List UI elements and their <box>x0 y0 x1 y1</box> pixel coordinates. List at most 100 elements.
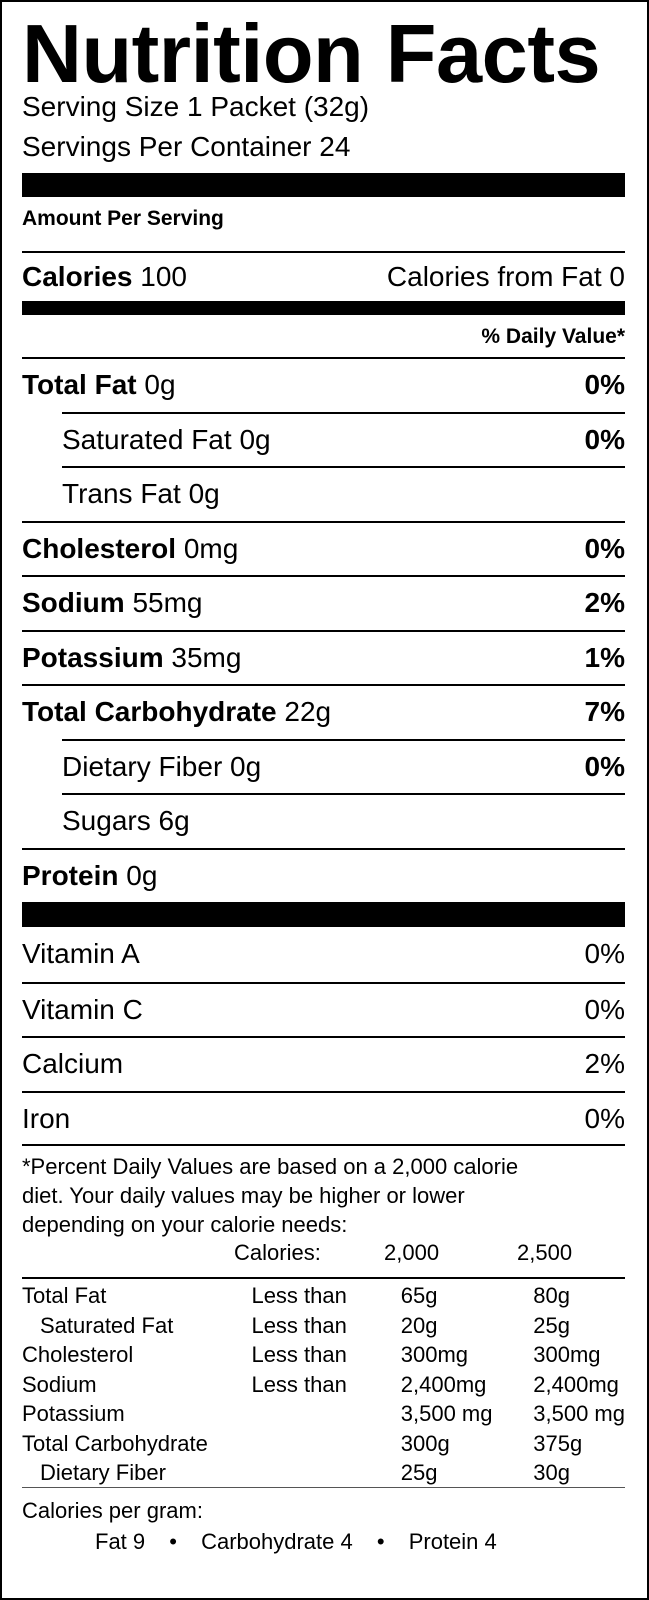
footnote: *Percent Daily Values are based on a 2,0… <box>22 1152 625 1239</box>
nutrient-amount: 0mg <box>183 532 239 564</box>
reference-cell: 3,500 mg <box>400 1401 493 1426</box>
calories-row: Calories 100 Calories from Fat 0 <box>22 253 625 301</box>
nutrient-daily-value: 7% <box>584 696 625 728</box>
medium-divider <box>22 301 625 315</box>
nutrient-daily-value: 0% <box>584 369 625 401</box>
nutrient-label: Potassium <box>22 641 164 673</box>
vitamin-daily-value: 2% <box>584 1048 625 1080</box>
reference-cell: Saturated Fat <box>40 1312 174 1338</box>
nutrient-row: Saturated Fat 0g 0% <box>62 411 625 467</box>
reference-cell: Dietary Fiber <box>40 1460 166 1485</box>
nutrient-daily-value: 2% <box>584 587 625 619</box>
calories-header: Calories: <box>234 1240 321 1265</box>
calories-value: 100 <box>140 261 187 292</box>
nutrient-row: Total Fat 0g 0% <box>22 357 625 412</box>
reference-cell: Less than <box>251 1342 347 1367</box>
bullet: • <box>169 1529 177 1554</box>
vitamin-row: Iron 0% <box>22 1090 625 1146</box>
amount-per-serving: Amount Per Serving <box>22 207 224 230</box>
vitamin-row: Vitamin C 0% <box>22 981 625 1037</box>
reference-row: Saturated Fat Less than 20g 25g <box>22 1311 625 1341</box>
vitamin-label: Calcium <box>22 1048 124 1080</box>
nutrient-amount: 0g <box>144 369 176 401</box>
serving-size: Serving Size 1 Packet (32g) <box>22 91 370 122</box>
nutrient-label: Trans Fat <box>62 478 181 510</box>
thick-divider <box>22 902 625 927</box>
nutrient-label: Sugars <box>62 805 151 837</box>
reference-cell: Sodium <box>22 1371 97 1397</box>
reference-cell: Total Fat <box>22 1283 107 1308</box>
vitamin-daily-value: 0% <box>584 938 625 970</box>
reference-cell <box>251 1399 400 1429</box>
reference-cell: Total Carbohydrate <box>22 1430 208 1456</box>
reference-row: Dietary Fiber 25g 30g <box>22 1458 625 1488</box>
nutrient-daily-value: 1% <box>584 641 625 673</box>
vitamin-label: Vitamin A <box>22 938 140 970</box>
reference-cell: Potassium <box>22 1401 125 1426</box>
nutrient-label: Dietary Fiber <box>62 750 223 782</box>
nutrient-row: Total Carbohydrate 22g 7% <box>22 684 625 739</box>
nutrient-amount: 0g <box>188 478 220 510</box>
nutrient-daily-value: 0% <box>584 750 625 782</box>
reference-cell: 2,400mg <box>533 1371 619 1397</box>
carbohydrate-per-gram: Carbohydrate 4 <box>201 1529 353 1554</box>
nutrient-daily-value: 0% <box>584 532 625 564</box>
vitamin-daily-value: 0% <box>584 993 625 1025</box>
daily-value-header: % Daily Value* <box>481 325 625 348</box>
nutrient-label: Total Carbohydrate <box>22 696 277 728</box>
label-title: Nutrition Facts <box>22 7 601 100</box>
reference-cell: Less than <box>251 1312 347 1338</box>
nutrient-row: Dietary Fiber 0g 0% <box>62 738 625 794</box>
reference-cell: 30g <box>533 1460 570 1485</box>
divider <box>22 1277 625 1279</box>
protein-per-gram: Protein 4 <box>408 1529 497 1554</box>
footnote-line: depending on your calorie needs: <box>22 1212 348 1237</box>
nutrient-daily-value: 0% <box>584 423 625 455</box>
nutrient-row: Potassium 35mg 1% <box>22 629 625 685</box>
calories-from-fat: Calories from Fat 0 <box>386 261 625 292</box>
fat-per-gram: Fat 9 <box>95 1529 146 1554</box>
reference-row: Sodium Less than 2,400mg 2,400mg <box>22 1370 625 1400</box>
reference-cell: 375g <box>533 1430 583 1456</box>
vitamin-row: Vitamin A 0% <box>22 927 625 982</box>
calories-per-gram-label: Calories per gram: <box>22 1498 203 1523</box>
reference-row: Total Fat Less than 65g 80g <box>22 1281 625 1311</box>
nutrient-row: Cholesterol 0mg 0% <box>22 520 625 576</box>
nutrient-amount: 35mg <box>171 641 242 673</box>
reference-cell: 65g <box>400 1283 438 1308</box>
nutrient-label: Saturated Fat <box>62 423 232 455</box>
nutrient-amount: 0g <box>230 750 262 782</box>
nutrient-amount: 6g <box>158 805 190 837</box>
divider <box>22 1144 625 1146</box>
vitamin-daily-value: 0% <box>584 1102 625 1134</box>
reference-row: Cholesterol Less than 300mg 300mg <box>22 1340 625 1370</box>
reference-cell <box>251 1458 400 1488</box>
reference-cell: 300mg <box>400 1342 469 1367</box>
reference-cell: 80g <box>533 1283 570 1308</box>
nutrient-label: Protein <box>22 859 119 891</box>
reference-cell: Less than <box>251 1283 347 1308</box>
reference-table: Total Fat Less than 65g 80g Saturated Fat Les… <box>22 1281 625 1488</box>
header-2000: 2,000 <box>384 1240 440 1265</box>
servings-per-container: Servings Per Container 24 <box>22 131 351 162</box>
nutrient-label: Cholesterol <box>22 532 177 564</box>
calories-per-gram-values: Fat 9 • Carbohydrate 4 • Protein 4 <box>95 1527 625 1556</box>
footnote-line: diet. Your daily values may be higher or… <box>22 1183 465 1208</box>
bullet: • <box>376 1529 385 1554</box>
calories-label: Calories <box>22 261 133 292</box>
header-2500: 2,500 <box>517 1240 573 1265</box>
reference-row: Total Carbohydrate 300g 375g <box>22 1429 625 1459</box>
nutrient-label: Total Fat <box>22 369 137 401</box>
nutrient-row: Trans Fat 0g <box>62 466 625 521</box>
nutrient-amount: 55mg <box>132 587 203 619</box>
vitamin-row: Calcium 2% <box>22 1036 625 1091</box>
nutrient-amount: 22g <box>284 696 332 728</box>
reference-cell: 2,400mg <box>400 1371 487 1397</box>
thick-divider <box>22 173 625 197</box>
nutrient-label: Sodium <box>22 587 125 619</box>
nutrient-amount: 0g <box>239 423 271 455</box>
divider <box>22 1487 625 1488</box>
reference-cell: Less than <box>251 1371 347 1397</box>
reference-cell: Cholesterol <box>22 1342 134 1367</box>
